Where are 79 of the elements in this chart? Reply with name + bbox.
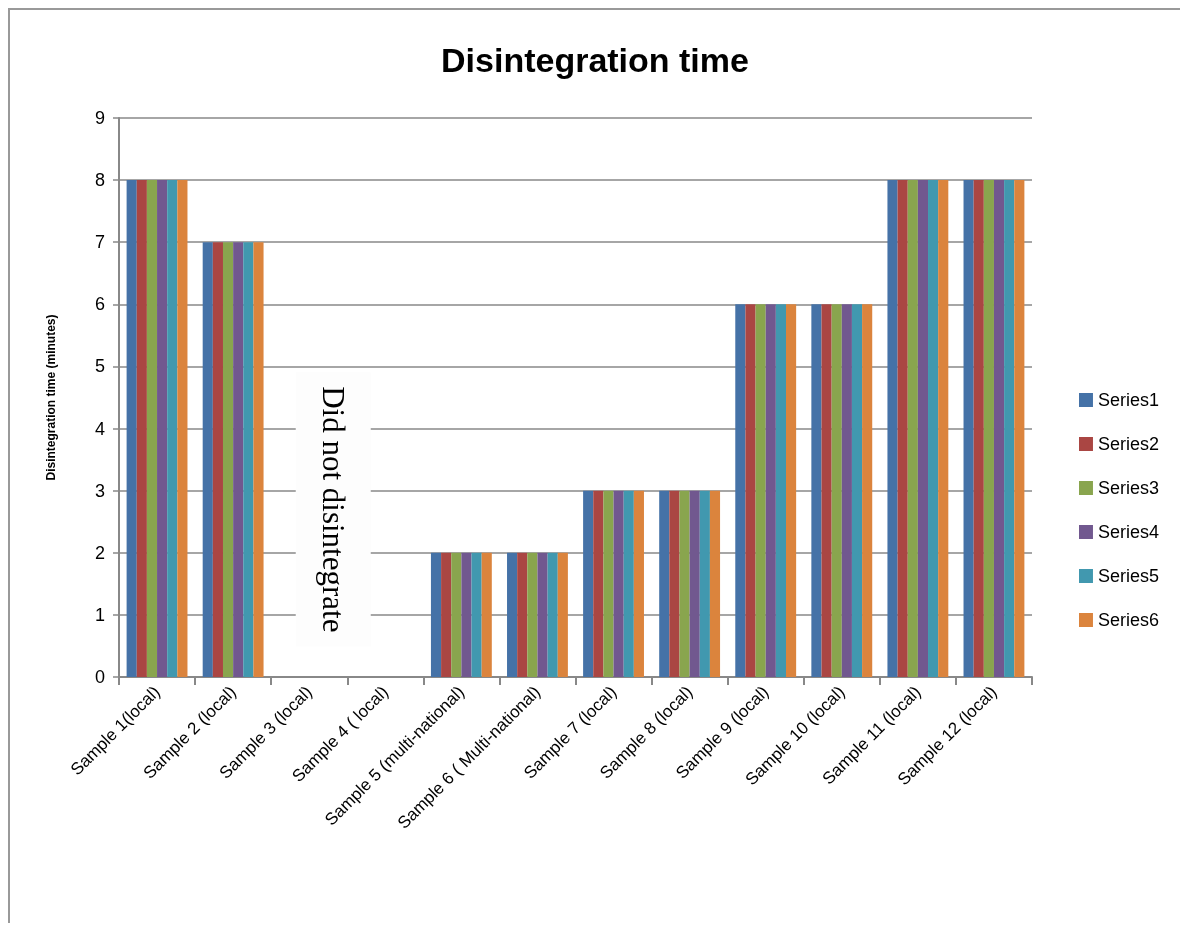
bar: [1014, 180, 1025, 677]
bar: [699, 490, 710, 677]
bar: [557, 552, 568, 677]
bar: [471, 552, 482, 677]
bar: [593, 490, 604, 677]
y-tick-label: 5: [94, 356, 105, 377]
y-tick-label: 6: [94, 294, 105, 315]
bar: [233, 242, 244, 677]
bar: [177, 180, 188, 677]
bar: [679, 490, 690, 677]
bar: [167, 180, 178, 677]
annotation: Did not disintegrate: [315, 386, 351, 633]
bar: [659, 490, 670, 677]
bar: [851, 304, 863, 677]
y-tick-label: 9: [94, 108, 105, 128]
bar: [755, 304, 766, 677]
bar: [222, 242, 234, 677]
bar: [938, 180, 949, 677]
bar: [775, 304, 786, 677]
bar: [887, 180, 898, 677]
legend-label: Series6: [1097, 610, 1159, 630]
bar: [689, 490, 700, 677]
legend-label: Series1: [1097, 390, 1159, 410]
bar: [481, 552, 492, 677]
bar: [897, 180, 908, 677]
bar: [157, 180, 168, 677]
y-axis-title: Disintegration time (minutes): [44, 314, 58, 481]
bar: [461, 552, 472, 677]
bar: [765, 304, 776, 677]
bar: [507, 552, 518, 677]
bar: [1004, 180, 1015, 677]
bar: [841, 304, 852, 677]
legend-label: Series5: [1097, 566, 1159, 586]
bar: [973, 180, 984, 677]
bar: [537, 552, 548, 677]
bar: [441, 552, 452, 677]
bar: [146, 180, 158, 677]
y-tick-label: 1: [94, 604, 105, 625]
bar: [735, 304, 746, 677]
bar: [993, 180, 1005, 677]
bar: [786, 304, 797, 677]
bar: [709, 490, 721, 677]
bar: [212, 242, 223, 677]
y-tick-label: 7: [94, 232, 105, 253]
bar: [928, 180, 939, 677]
y-tick-label: 3: [94, 480, 105, 501]
bar: [451, 552, 462, 677]
bar: [430, 552, 442, 677]
bar: [583, 490, 594, 677]
legend-label: Series4: [1097, 522, 1159, 542]
bar: [811, 304, 822, 677]
legend-label: Series2: [1097, 434, 1159, 454]
bar: [633, 490, 644, 677]
y-tick-label: 4: [94, 418, 105, 439]
bar: [821, 304, 832, 677]
bar: [517, 552, 528, 677]
bar: [202, 242, 213, 677]
bar: [613, 490, 624, 677]
bar: [527, 552, 538, 677]
y-tick-label: 0: [94, 667, 105, 687]
bar: [983, 180, 994, 677]
bar: [907, 180, 918, 677]
bar: [603, 490, 614, 677]
bar: [126, 180, 137, 677]
y-tick-label: 2: [94, 542, 105, 563]
bar: [623, 490, 634, 677]
bar: [243, 242, 254, 677]
bar: [963, 180, 974, 677]
y-tick-label: 8: [94, 170, 105, 191]
legend-label: Series3: [1097, 478, 1159, 498]
bar: [253, 242, 264, 677]
bar: [862, 304, 873, 677]
bar: [745, 304, 756, 677]
bar: [669, 490, 680, 677]
chart-title: Disintegration time: [441, 41, 749, 79]
bar: [136, 180, 147, 677]
bar: [547, 552, 558, 677]
bar: [917, 180, 929, 677]
bar: [831, 304, 842, 677]
